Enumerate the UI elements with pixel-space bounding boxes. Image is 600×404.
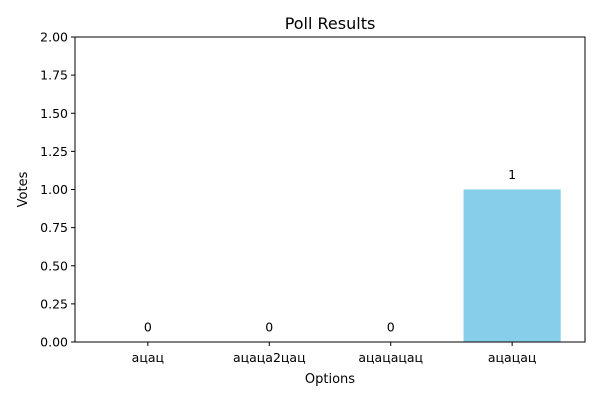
x-axis-ticks: ацац ацаца2цац ацацацац ацацац (132, 342, 537, 365)
x-tick-label: ацацац (488, 350, 537, 365)
bar (463, 189, 561, 342)
bar-value-label: 0 (387, 319, 395, 334)
x-tick-label: ацаца2цац (233, 350, 306, 365)
y-tick-label: 1.50 (40, 106, 68, 121)
bar-value-label: 0 (144, 319, 152, 334)
y-tick-label: 0.00 (40, 335, 68, 350)
plot-frame (74, 36, 586, 343)
bar-value-label: 0 (265, 319, 273, 334)
y-axis-label: Votes (16, 171, 31, 207)
y-axis-ticks: 0.00 0.25 0.50 0.75 1.00 1.25 1.50 1.75 2.00 (40, 30, 75, 350)
x-tick-label: ацац (132, 350, 164, 365)
y-tick-label: 1.75 (40, 68, 68, 83)
bar-value-label: 1 (508, 167, 516, 182)
y-tick-label: 2.00 (40, 30, 68, 45)
y-tick-label: 0.75 (40, 220, 68, 235)
y-tick-label: 1.00 (40, 182, 68, 197)
data-labels: 0 0 0 1 (144, 167, 516, 335)
x-axis-label: Options (305, 372, 355, 387)
bars (463, 189, 561, 342)
y-tick-label: 0.50 (40, 258, 68, 273)
x-tick-label: ацацацац (358, 350, 423, 365)
y-tick-label: 0.25 (40, 296, 68, 311)
y-tick-label: 1.25 (40, 144, 68, 159)
chart-title: Poll Results (285, 14, 376, 33)
